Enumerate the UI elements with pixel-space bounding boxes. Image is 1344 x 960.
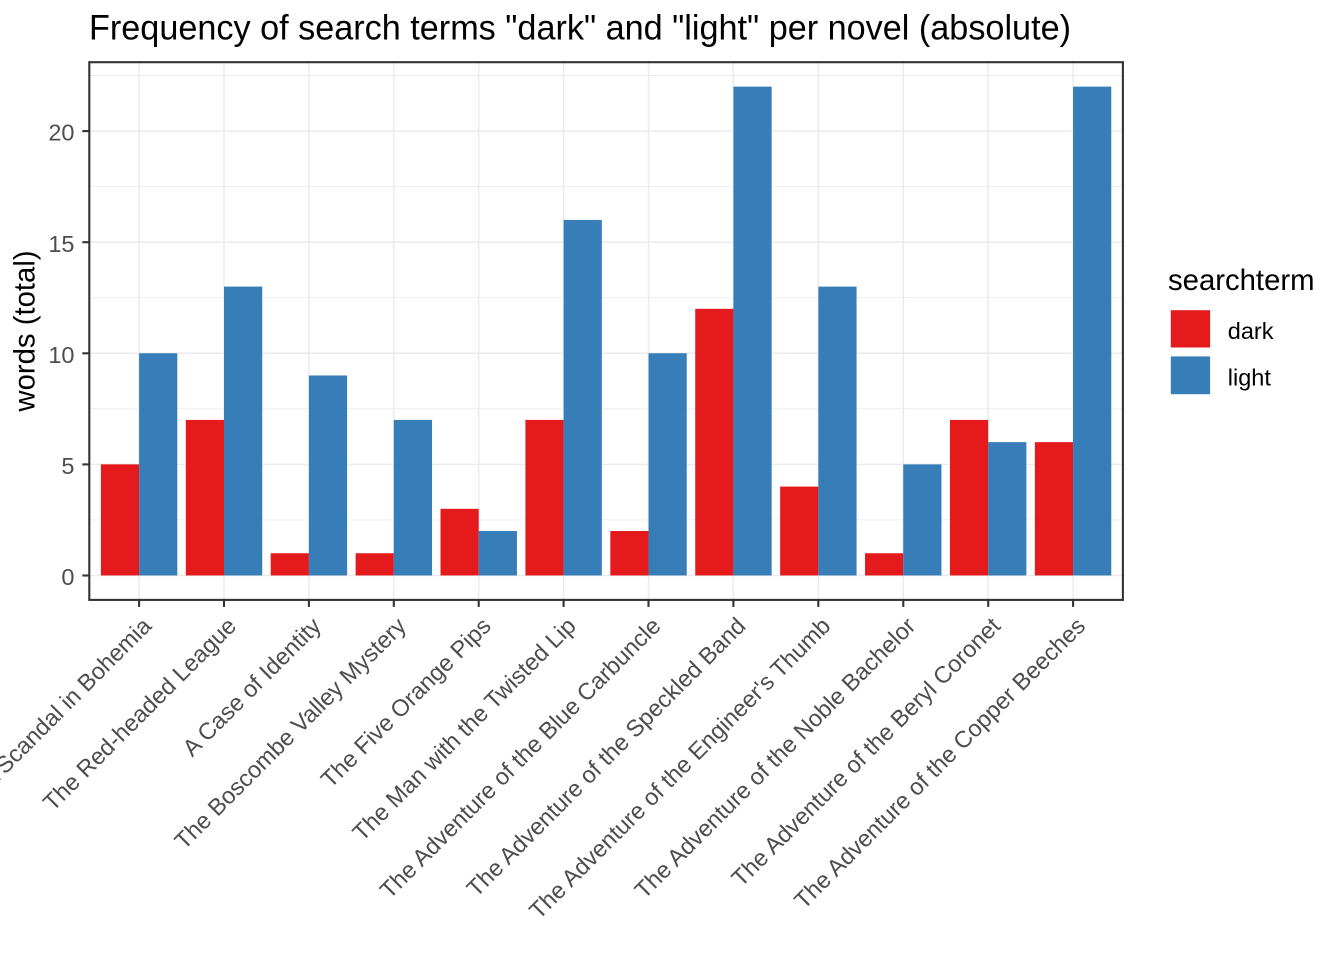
svg-text:Frequency of search terms "dar: Frequency of search terms "dark" and "li… bbox=[89, 9, 1071, 48]
svg-text:words (total): words (total) bbox=[8, 250, 41, 412]
svg-text:5: 5 bbox=[61, 453, 74, 479]
svg-text:15: 15 bbox=[48, 231, 74, 257]
svg-text:20: 20 bbox=[48, 120, 74, 146]
svg-text:0: 0 bbox=[61, 564, 74, 590]
svg-text:searchterm: searchterm bbox=[1168, 264, 1315, 297]
svg-text:10: 10 bbox=[48, 342, 74, 368]
svg-text:light: light bbox=[1228, 364, 1272, 390]
svg-text:dark: dark bbox=[1228, 318, 1274, 344]
